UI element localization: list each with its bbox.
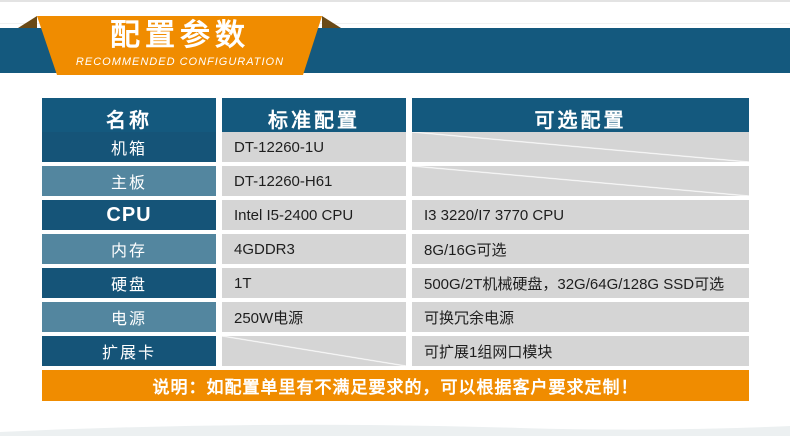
header-optional-config: 可选配置 <box>412 98 749 138</box>
cell-standard-expansion <box>222 336 406 366</box>
row-label-motherboard: 主板 <box>42 166 216 196</box>
cell-standard-power: 250W电源 <box>222 302 406 332</box>
bottom-wave-decoration <box>0 424 790 436</box>
header-name: 名称 <box>42 98 216 138</box>
row-label-expansion: 扩展卡 <box>42 336 216 366</box>
ribbon-fold-left <box>18 16 37 28</box>
cell-standard-motherboard: DT-12260-H61 <box>222 166 406 196</box>
row-label-power: 电源 <box>42 302 216 332</box>
ribbon-fold-right <box>322 16 341 28</box>
customization-note: 说明：如配置单里有不满足要求的，可以根据客户要求定制！ <box>42 370 749 401</box>
cell-optional-expansion: 可扩展1组网口模块 <box>412 336 749 366</box>
cell-standard-harddisk: 1T <box>222 268 406 298</box>
page-subtitle: RECOMMENDED CONFIGURATION <box>75 56 285 68</box>
row-label-chassis: 机箱 <box>42 132 216 162</box>
top-divider-strip <box>0 0 790 2</box>
cell-standard-memory: 4GDDR3 <box>222 234 406 264</box>
cell-optional-power: 可换冗余电源 <box>412 302 749 332</box>
cell-optional-harddisk: 500G/2T机械硬盘，32G/64G/128G SSD可选 <box>412 268 749 298</box>
spec-table: 名称 标准配置 可选配置 机箱 DT-12260-1U 主板 DT-12260-… <box>42 98 749 401</box>
ribbon-body <box>37 16 322 75</box>
background-faint-line <box>0 23 790 24</box>
row-label-memory: 内存 <box>42 234 216 264</box>
cell-optional-cpu: I3 3220/I7 3770 CPU <box>412 200 749 230</box>
banner-text-block: 配置参数 RECOMMENDED CONFIGURATION <box>57 19 303 69</box>
cell-standard-chassis: DT-12260-1U <box>222 132 406 162</box>
row-label-cpu: CPU <box>42 200 216 230</box>
page-title: 配置参数 <box>110 19 250 52</box>
banner-ribbon <box>18 16 341 75</box>
cell-optional-chassis <box>412 132 749 162</box>
header-standard-config: 标准配置 <box>222 98 406 138</box>
cell-standard-cpu: Intel I5-2400 CPU <box>222 200 406 230</box>
cell-optional-memory: 8G/16G可选 <box>412 234 749 264</box>
cell-optional-motherboard <box>412 166 749 196</box>
row-label-harddisk: 硬盘 <box>42 268 216 298</box>
